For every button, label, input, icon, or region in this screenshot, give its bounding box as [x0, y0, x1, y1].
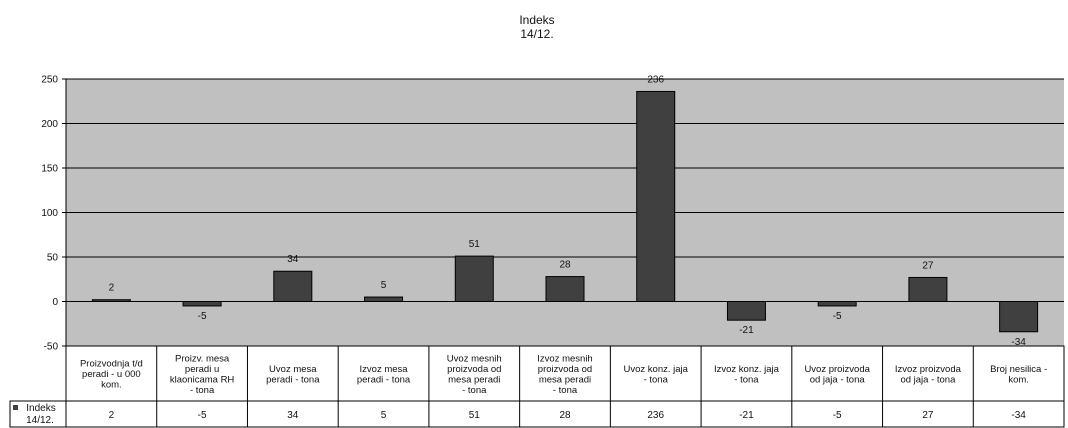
table-value: -5 [198, 410, 207, 421]
bar [91, 299, 131, 303]
x-category-label: proizvoda od [447, 364, 501, 375]
y-tick-label: 200 [41, 119, 58, 130]
y-tick-label: -50 [44, 342, 59, 353]
data-label: 236 [647, 74, 664, 85]
x-category-label: Izvoz proizvoda [895, 364, 962, 375]
data-label: -5 [198, 311, 207, 322]
x-category-label: Izvoz konz. jaja [714, 364, 780, 375]
table-value: 2 [109, 410, 115, 421]
legend-key [13, 405, 18, 410]
bar [726, 301, 766, 321]
table-value: 27 [922, 410, 934, 421]
data-label: -34 [1011, 337, 1026, 348]
x-category-label: Uvoz konz. jaja [624, 364, 689, 375]
x-category-label: - tona [190, 385, 215, 396]
x-category-label: proizvoda od [538, 364, 592, 375]
x-category-label: Proizv. mesa [175, 353, 230, 364]
bar [182, 301, 222, 307]
data-label: 28 [559, 260, 571, 271]
table-value: 5 [381, 410, 387, 421]
bar [273, 270, 313, 302]
bar [545, 276, 585, 302]
chart-subtitle: 14/12. [520, 27, 553, 41]
y-tick-label: 0 [52, 297, 58, 308]
data-label: 5 [381, 280, 387, 291]
table-value: 51 [469, 410, 481, 421]
table-value: -21 [739, 410, 754, 421]
table-value: -34 [1011, 410, 1026, 421]
table-value: -5 [833, 410, 842, 421]
bar [364, 296, 404, 302]
bar [908, 276, 948, 303]
x-category-label: Proizvodnja t/d [80, 359, 143, 370]
data-label: 34 [287, 254, 299, 265]
x-category-label: kom. [101, 380, 122, 391]
bar [817, 301, 857, 307]
x-category-label: kom. [1008, 374, 1029, 385]
data-label: 51 [469, 239, 481, 250]
table-value: 34 [287, 410, 299, 421]
x-category-label: Uvoz proizvoda [804, 364, 870, 375]
data-label: -5 [833, 311, 842, 322]
legend-label: 14/12. [26, 415, 54, 426]
x-category-label: Izvoz mesa [360, 364, 409, 375]
x-category-label: klaonicama RH [170, 374, 235, 385]
bar [454, 255, 494, 302]
x-category-label: od jaja - tona [810, 374, 866, 385]
bar [636, 90, 676, 302]
y-tick-label: 150 [41, 164, 58, 175]
x-category-label: peradi u [185, 364, 219, 375]
legend-label: Indeks [26, 403, 55, 414]
x-category-label: mesa peradi [448, 374, 500, 385]
x-category-label: Izvoz mesnih [537, 353, 592, 364]
x-category-label: peradi - tona [357, 374, 411, 385]
x-category-label: Broj nesilica - [990, 364, 1047, 375]
data-label: 2 [109, 283, 115, 294]
x-category-label: - tona [734, 374, 759, 385]
table-value: 236 [647, 410, 664, 421]
x-category-label: - tona [553, 385, 578, 396]
y-tick-label: 250 [41, 75, 58, 86]
x-category-label: Uvoz mesnih [447, 353, 502, 364]
data-label: -21 [739, 325, 754, 336]
value-row [9, 400, 1065, 428]
x-category-label: mesa peradi [539, 374, 591, 385]
x-category-label: peradi - u 000 [82, 369, 141, 380]
data-label: 27 [922, 260, 934, 271]
plot-area: -50 0 50 100 150 200 250 2 -5 34 5 51 28 236 -21 -5 27 -3… [41, 74, 1064, 353]
x-category-label: Uvoz mesa [269, 364, 317, 375]
x-category-label: peradi - tona [266, 374, 320, 385]
x-category-label: - tona [644, 374, 669, 385]
bar [999, 301, 1039, 333]
x-category-label: od jaja - tona [900, 374, 956, 385]
x-category-label: - tona [462, 385, 487, 396]
table-value: 28 [559, 410, 571, 421]
chart-title: Indeks [519, 13, 554, 27]
y-tick-label: 50 [47, 253, 59, 264]
y-tick-label: 100 [41, 208, 58, 219]
